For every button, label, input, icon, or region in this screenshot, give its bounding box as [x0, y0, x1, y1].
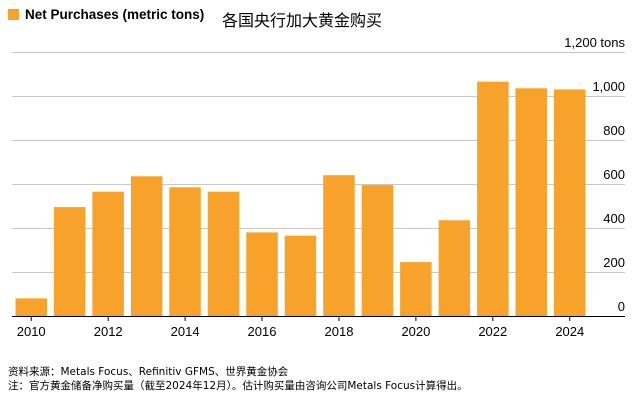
y-tick-label-1000: 1,000: [592, 79, 625, 94]
bar-2018: [323, 175, 355, 316]
bar-2015: [207, 191, 240, 316]
x-tick-label-2018: 2018: [325, 324, 354, 339]
x-tick-labels: 2010 2012 2014 2016 2018 2020 2022 2024: [17, 316, 584, 339]
y-tick-label-600: 600: [603, 167, 625, 182]
y-tick-label-1200: 1,200 tons: [564, 35, 625, 50]
y-tick-label-400: 400: [603, 211, 625, 226]
y-tick-label-800: 800: [603, 123, 625, 138]
source-note: 资料来源：Metals Focus、Refinitiv GFMS、世界黄金协会: [8, 366, 289, 378]
y-tick-label-200: 200: [603, 255, 625, 270]
bar-2017: [284, 235, 317, 316]
bar-2014: [169, 187, 201, 316]
methodology-note: 注：官方黄金储备净购买量（截至2024年12月）。估计购买量由咨询公司Metal…: [8, 380, 468, 392]
x-tick-label-2014: 2014: [171, 324, 200, 339]
bars: [15, 81, 586, 317]
bar-2020: [400, 262, 432, 316]
bar-2011: [53, 207, 86, 316]
x-tick-label-2024: 2024: [555, 324, 584, 339]
bar-2022: [477, 81, 509, 316]
chart-title: 各国央行加大黄金购买: [222, 11, 383, 30]
legend-swatch: [8, 9, 19, 20]
x-tick-label-2020: 2020: [401, 324, 430, 339]
bar-2019: [361, 185, 394, 316]
bar-2024: [554, 89, 586, 317]
x-tick-label-2010: 2010: [17, 324, 46, 339]
bar-2021: [438, 220, 471, 316]
bar-2010: [15, 298, 47, 316]
x-tick-label-2012: 2012: [94, 324, 123, 339]
legend: Net Purchases (metric tons): [8, 7, 204, 22]
y-tick-label-0: 0: [618, 299, 625, 314]
bar-2016: [246, 232, 278, 316]
y-tick-labels: 0 200 400 600 800 1,000 1,200 tons: [564, 35, 625, 314]
bar-2012: [92, 191, 124, 316]
bar-2013: [130, 176, 163, 316]
legend-label: Net Purchases (metric tons): [25, 7, 205, 22]
x-tick-label-2022: 2022: [478, 324, 507, 339]
x-tick-label-2016: 2016: [248, 324, 277, 339]
bar-2023: [515, 88, 547, 316]
